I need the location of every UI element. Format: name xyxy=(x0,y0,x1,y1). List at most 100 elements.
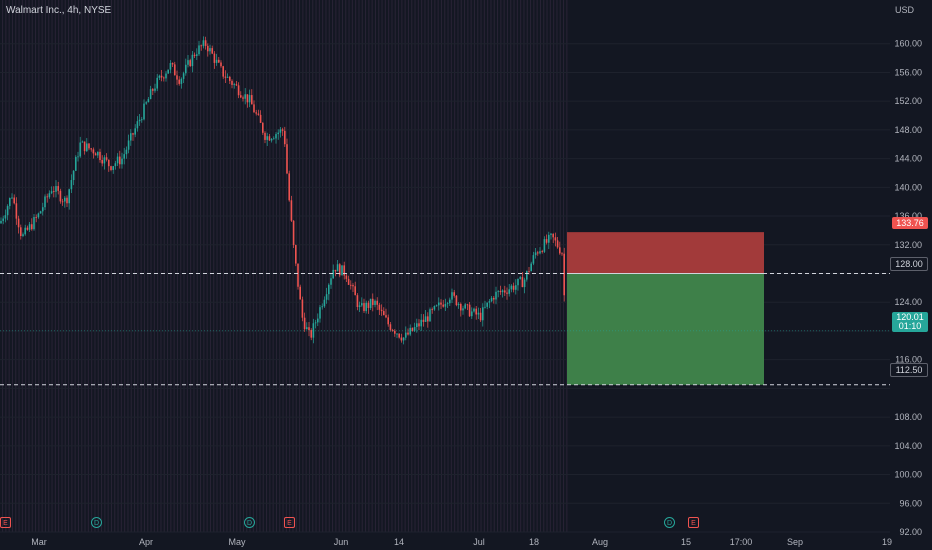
candle-body xyxy=(226,76,229,78)
candle-body xyxy=(493,297,495,300)
session-stripe xyxy=(348,0,350,532)
session-stripe xyxy=(328,0,330,532)
session-stripe xyxy=(269,0,271,532)
session-stripe xyxy=(355,0,357,532)
candle-body xyxy=(257,113,260,115)
session-stripe xyxy=(533,0,535,532)
candle-body xyxy=(292,220,295,246)
time-tick-label: Sep xyxy=(787,537,803,547)
candle-body xyxy=(112,166,114,170)
candle-body xyxy=(209,48,211,52)
candle-body xyxy=(20,227,22,236)
candle-body xyxy=(295,245,297,264)
candle-body xyxy=(211,48,213,54)
time-axis[interactable]: Mar Apr May Jun 14 Jul 18 Aug 15 17:00 Sep 19 xyxy=(31,537,892,547)
candle-body xyxy=(523,279,526,288)
candle-body xyxy=(46,196,48,198)
candle-body xyxy=(490,297,493,302)
session-stripe xyxy=(556,0,558,532)
price-tick-label: 92.00 xyxy=(899,527,922,537)
candle-body xyxy=(433,306,436,310)
candle-body xyxy=(332,269,334,279)
candle-body xyxy=(79,142,81,157)
session-stripe xyxy=(391,0,393,532)
session-stripe xyxy=(444,0,446,532)
session-stripe xyxy=(97,0,99,532)
session-stripe xyxy=(335,0,337,532)
candle-body xyxy=(288,173,290,201)
candle-body xyxy=(510,285,513,290)
candle-body xyxy=(9,197,11,207)
candle-body xyxy=(202,40,205,47)
candle-body xyxy=(405,332,407,338)
session-stripe xyxy=(259,0,261,532)
candle-body xyxy=(449,299,451,304)
candle-body xyxy=(48,193,51,198)
session-stripe xyxy=(124,0,126,532)
session-stripe xyxy=(18,0,20,532)
session-stripe xyxy=(114,0,116,532)
session-stripe xyxy=(388,0,390,532)
session-stripe xyxy=(272,0,274,532)
earnings-icon[interactable]: E xyxy=(0,517,11,528)
candle-body xyxy=(517,278,519,286)
time-tick-label: Jun xyxy=(334,537,349,547)
session-stripe xyxy=(167,0,169,532)
session-stripe xyxy=(104,0,106,532)
candle-body xyxy=(253,104,255,113)
session-stripe xyxy=(81,0,83,532)
candle-body xyxy=(121,158,123,165)
candle-body xyxy=(488,301,491,303)
candle-body xyxy=(521,277,524,288)
candle-body xyxy=(141,119,143,121)
price-tick-label: 144.00 xyxy=(894,154,922,164)
session-stripe xyxy=(173,0,175,532)
candle-body xyxy=(343,265,345,276)
candle-body xyxy=(4,215,7,219)
currency-label: USD xyxy=(894,5,914,15)
candle-body xyxy=(279,129,282,133)
candle-body xyxy=(477,312,480,315)
risk-reward-tool[interactable] xyxy=(0,232,890,386)
candle-body xyxy=(149,89,152,100)
candle-body xyxy=(330,278,332,285)
candle-body xyxy=(372,298,374,305)
candle-body xyxy=(532,255,535,264)
earnings-icon[interactable]: E xyxy=(284,517,295,528)
candle-body xyxy=(297,263,299,287)
candle-body xyxy=(231,80,233,85)
candle-body xyxy=(277,132,279,135)
session-stripe xyxy=(467,0,469,532)
session-stripe xyxy=(361,0,363,532)
candle-body xyxy=(345,275,348,279)
session-stripe xyxy=(546,0,548,532)
take-profit-zone xyxy=(567,273,764,385)
symbol-title[interactable]: Walmart Inc., 4h, NYSE xyxy=(6,5,112,16)
session-stripe xyxy=(180,0,182,532)
candle-body xyxy=(240,95,242,98)
candle-body xyxy=(365,302,367,312)
price-axis[interactable]: 160.00 156.00 152.00 148.00 144.00 140.00 136.… xyxy=(894,39,922,537)
candle-body xyxy=(50,191,53,194)
dividend-icon[interactable]: D xyxy=(664,517,675,528)
session-stripe xyxy=(332,0,334,532)
candle-body xyxy=(123,154,125,159)
earnings-icon[interactable]: E xyxy=(688,517,699,528)
candle-body xyxy=(552,233,554,238)
dividend-icon[interactable]: D xyxy=(91,517,102,528)
time-tick-label: 17:00 xyxy=(730,537,753,547)
dividend-icon[interactable]: D xyxy=(244,517,255,528)
candle-body xyxy=(281,129,284,131)
session-stripe xyxy=(473,0,475,532)
candle-body xyxy=(347,278,350,285)
candle-body xyxy=(411,327,414,331)
session-stripe xyxy=(110,0,112,532)
candle-body xyxy=(506,292,508,294)
candle-body xyxy=(160,75,163,78)
session-stripe xyxy=(487,0,489,532)
session-stripe xyxy=(107,0,109,532)
candle-body xyxy=(264,132,266,140)
session-stripe xyxy=(127,0,129,532)
